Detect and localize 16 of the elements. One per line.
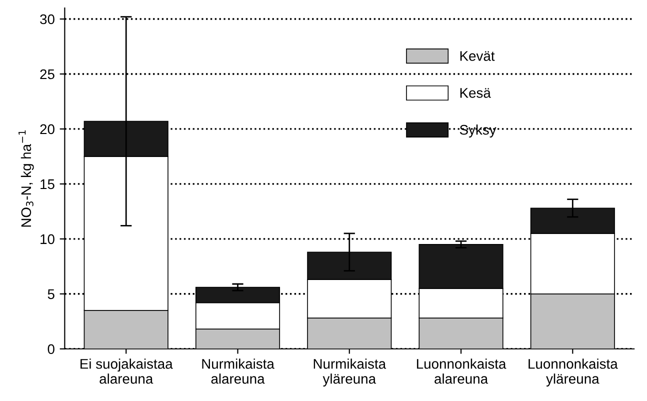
x-tick-label: Luonnonkaista alareuna — [416, 358, 506, 384]
y-tick-label: 15 — [40, 179, 54, 190]
y-tick-label: 10 — [40, 234, 54, 244]
y-tick-label: 25 — [40, 69, 54, 80]
y-tick-label: 0 — [48, 344, 54, 354]
x-tick-label: Luonnonkaista yläreuna — [528, 358, 618, 386]
y-tick-label: 20 — [40, 124, 54, 134]
x-tick-label: Ei suojakaistaa alareuna — [80, 358, 173, 384]
x-tick-label: Nurmikaista yläreuna — [314, 358, 386, 386]
y-axis-title: NO$_{3}$-N, kg ha$^{−1}$ — [18, 130, 34, 227]
y-tick-label: 5 — [48, 289, 54, 300]
legend-label: Kesä — [460, 88, 491, 98]
legend-label: Syksy — [460, 124, 496, 138]
x-tick-label: Nurmikaista alareuna — [202, 358, 274, 384]
y-tick-label: 30 — [40, 14, 54, 24]
legend-label: Kevät — [460, 51, 495, 61]
